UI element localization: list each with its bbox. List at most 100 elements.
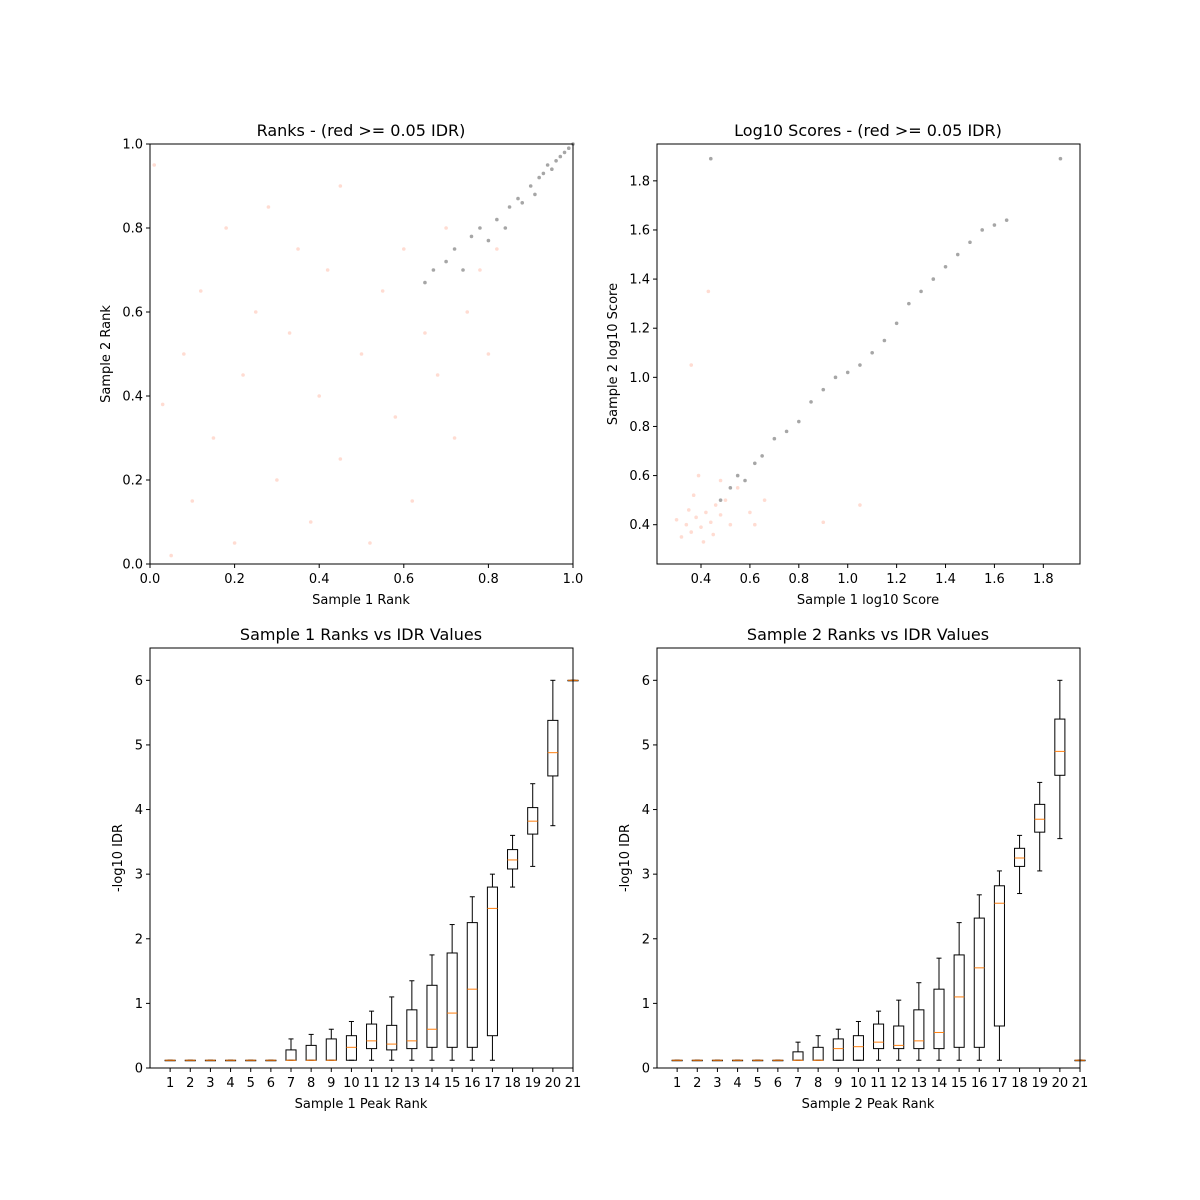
x-tick-label: 10 bbox=[850, 1076, 867, 1091]
y-tick-label: 1.2 bbox=[629, 322, 650, 337]
scatter-point bbox=[753, 461, 757, 466]
panel-sample2-idr-title: Sample 2 Ranks vs IDR Values bbox=[747, 625, 989, 644]
y-tick-label: 1 bbox=[135, 997, 143, 1012]
scatter-point bbox=[325, 268, 330, 272]
x-tick-label: 16 bbox=[464, 1076, 481, 1091]
x-tick-label: 3 bbox=[206, 1076, 214, 1091]
panel-scores: Log10 Scores - (red >= 0.05 IDR) 0.4 0.6 0… bbox=[606, 121, 1081, 608]
scatter-point bbox=[452, 247, 457, 251]
scatter-point bbox=[992, 223, 997, 227]
scatter-point bbox=[728, 486, 733, 490]
box-body bbox=[325, 1038, 337, 1061]
scatter-point bbox=[478, 226, 482, 230]
y-tick-label: 0.6 bbox=[629, 469, 650, 484]
scatter-point bbox=[728, 522, 733, 527]
x-tick-label: 0.2 bbox=[224, 572, 245, 587]
y-tick-label: 2 bbox=[135, 932, 143, 947]
scatter-point bbox=[368, 541, 372, 545]
scatter-point bbox=[190, 499, 195, 503]
scatter-point bbox=[266, 205, 271, 209]
scatter-point bbox=[410, 499, 415, 503]
scatter-point bbox=[495, 217, 499, 222]
box-body bbox=[1034, 803, 1046, 833]
scatter-point bbox=[943, 265, 948, 269]
scatter-point bbox=[694, 515, 698, 520]
scatter-point bbox=[241, 373, 245, 377]
box-body bbox=[547, 719, 559, 777]
scatter-point bbox=[550, 167, 554, 171]
x-tick-label: 6 bbox=[774, 1076, 782, 1091]
panel-ranks-xlabel: Sample 1 Rank bbox=[312, 593, 410, 608]
scatter-point bbox=[919, 289, 923, 294]
scatter-point bbox=[753, 522, 757, 527]
box-body bbox=[832, 1038, 844, 1061]
x-tick-label: 18 bbox=[1011, 1076, 1028, 1091]
scatter-point bbox=[748, 510, 752, 515]
x-tick-label: 9 bbox=[834, 1076, 842, 1091]
y-tick-label: 0 bbox=[642, 1062, 650, 1077]
panel-sample2-idr-frame bbox=[656, 647, 1081, 1069]
box-body bbox=[507, 849, 519, 870]
x-tick-label: 12 bbox=[890, 1076, 907, 1091]
scatter-point bbox=[708, 156, 713, 161]
x-tick-label: 1.0 bbox=[837, 572, 858, 587]
panel-sample1-idr-frame bbox=[149, 647, 574, 1069]
x-tick-label: 19 bbox=[524, 1076, 541, 1091]
x-tick-label: 1.8 bbox=[1033, 572, 1054, 587]
x-tick-label: 9 bbox=[327, 1076, 335, 1091]
scatter-point bbox=[562, 150, 567, 155]
scatter-point bbox=[423, 331, 427, 335]
scatter-point bbox=[380, 289, 385, 293]
box-body bbox=[792, 1051, 804, 1061]
scatter-point bbox=[760, 454, 764, 458]
box-body bbox=[852, 1035, 864, 1061]
scatter-point bbox=[545, 163, 550, 167]
scatter-point bbox=[160, 402, 165, 407]
scatter-point bbox=[699, 525, 703, 529]
scatter-point bbox=[465, 310, 470, 314]
box-body bbox=[1054, 718, 1066, 776]
x-tick-label: 6 bbox=[267, 1076, 275, 1091]
scatter-point bbox=[232, 541, 237, 545]
scatter-point bbox=[423, 280, 427, 285]
x-tick-label: 13 bbox=[404, 1076, 421, 1091]
x-tick-label: 21 bbox=[1072, 1076, 1089, 1091]
y-tick-label: 4 bbox=[135, 803, 143, 818]
y-tick-label: 0 bbox=[135, 1062, 143, 1077]
y-tick-label: 0.4 bbox=[629, 518, 650, 533]
box-body bbox=[386, 1024, 398, 1051]
scatter-point bbox=[507, 205, 512, 209]
x-tick-label: 0.4 bbox=[309, 572, 330, 587]
y-tick-label: 0.6 bbox=[122, 306, 143, 321]
x-tick-label: 16 bbox=[971, 1076, 988, 1091]
scatter-point bbox=[718, 478, 723, 483]
x-tick-label: 1 bbox=[673, 1076, 681, 1091]
scatter-point bbox=[931, 277, 936, 281]
scatter-point bbox=[701, 540, 706, 544]
scatter-point bbox=[528, 184, 533, 188]
scatter-point bbox=[520, 201, 525, 205]
scatter-point bbox=[486, 352, 491, 356]
scatter-point bbox=[706, 289, 711, 294]
scatter-point bbox=[858, 503, 862, 507]
box-body bbox=[285, 1049, 297, 1061]
y-tick-label: 0.8 bbox=[629, 420, 650, 435]
scatter-point bbox=[516, 196, 520, 201]
x-tick-label: 8 bbox=[307, 1076, 315, 1091]
panel-scores-ylabel: Sample 2 log10 Score bbox=[606, 283, 621, 425]
y-tick-label: 0.8 bbox=[122, 222, 143, 237]
y-tick-label: 1 bbox=[642, 997, 650, 1012]
scatter-point bbox=[452, 436, 457, 440]
scatter-point bbox=[762, 498, 767, 502]
x-tick-label: 0.8 bbox=[788, 572, 809, 587]
scatter-point bbox=[1058, 156, 1063, 161]
panel-scores-title: Log10 Scores - (red >= 0.05 IDR) bbox=[734, 121, 1002, 140]
scatter-point bbox=[402, 247, 406, 251]
scatter-point bbox=[224, 226, 228, 230]
x-tick-label: 2 bbox=[186, 1076, 194, 1091]
scatter-point bbox=[696, 473, 701, 478]
scatter-point bbox=[533, 192, 537, 197]
scatter-point bbox=[894, 321, 899, 326]
box-body bbox=[486, 886, 498, 1037]
